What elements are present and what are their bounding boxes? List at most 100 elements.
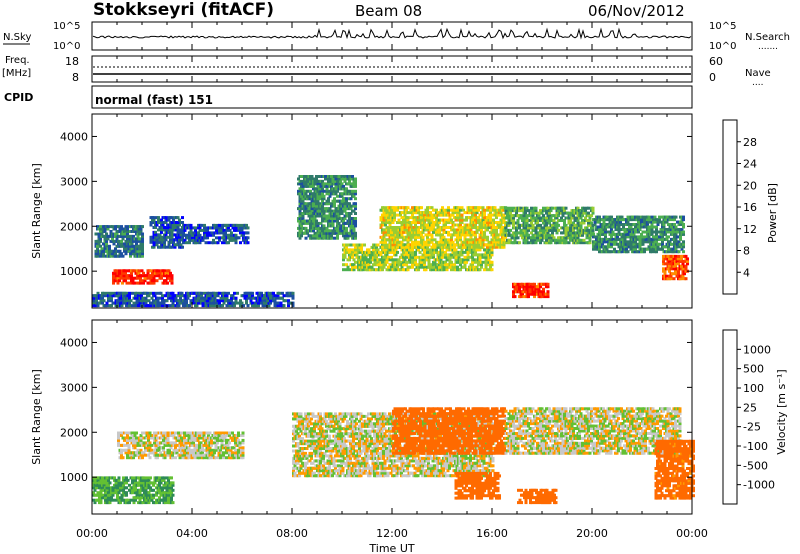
heat-cell [634,230,637,234]
heat-cell [315,177,318,181]
heat-cell [107,299,110,303]
heat-cell [441,263,444,267]
heat-cell [102,294,106,298]
heat-cell [433,228,437,232]
heat-cell [667,250,670,254]
heat-cell [126,237,129,241]
heat-cell [161,223,165,227]
heat-cell [483,208,486,212]
heat-cell [679,237,682,241]
heat-cell [673,242,676,246]
heat-cell [231,294,235,298]
heat-cell [388,213,392,217]
heat-cell [548,236,551,240]
heat-cell [169,228,172,232]
heat-cell [312,229,315,233]
heat-cell [438,240,441,244]
heat-cell [138,232,141,236]
heat-cell [170,299,173,303]
heat-cell [99,478,103,482]
heat-cell [97,234,101,238]
heat-cell [561,231,565,235]
heat-cell [171,301,175,305]
heat-cell [674,272,677,276]
heat-cell [638,237,642,241]
heat-cell [258,296,262,300]
heat-cell [613,247,616,251]
heat-cell [298,182,302,186]
heat-cell [617,225,621,229]
heat-cell [679,223,682,226]
heat-cell [483,268,486,272]
heat-cell [512,292,515,296]
power-heat-region-11 [662,254,689,281]
heat-cell [385,260,389,264]
heat-cell [186,296,190,300]
heat-cell [316,199,320,203]
heat-cell [414,223,417,227]
heat-cell [363,253,366,257]
heat-cell [312,224,315,228]
heat-cell [417,208,420,212]
heat-cell [303,231,306,235]
heat-cell [194,228,197,232]
heat-cell [134,486,137,490]
heat-cell [664,228,667,231]
heat-cell [379,263,383,267]
nsearch-label: N.Search [745,32,790,43]
heat-cell [170,230,174,234]
heat-cell [328,177,332,181]
heat-cell [400,211,404,215]
heat-cell [134,304,137,308]
heat-cell [104,491,107,495]
heat-cell [429,211,432,215]
heat-cell [354,231,357,235]
heat-cell [493,235,497,239]
heat-cell [298,209,302,213]
heat-cell [267,304,271,308]
heat-cell [333,175,336,178]
heat-cell [531,290,535,294]
heat-cell [110,304,113,308]
heat-cell [468,226,471,229]
heat-cell [536,233,539,237]
heat-cell [686,262,689,266]
heat-cell [502,213,506,217]
heat-cell [576,241,580,245]
heat-cell [655,232,658,236]
heat-cell [337,221,341,225]
heat-cell [330,236,333,240]
heat-cell [655,228,658,231]
heat-cell [572,228,575,232]
heat-cell [278,291,281,295]
heat-cell [539,209,542,213]
heat-cell [135,242,138,246]
heat-cell [179,294,182,298]
heat-cell [450,235,453,239]
heat-cell [354,189,357,193]
heat-cell [352,229,356,233]
heat-cell [653,220,657,224]
heat-cell [445,268,449,272]
heat-cell [178,240,181,244]
heat-cell [239,231,242,235]
heat-cell [454,211,458,215]
heat-cell [287,304,290,308]
heat-cell [637,215,640,219]
heat-cell [673,218,676,222]
heat-cell [587,211,590,215]
heat-cell [331,177,335,181]
heat-cell [675,274,679,278]
heat-cell [656,245,660,249]
nave-tick-top: 60 [709,55,723,68]
heat-cell [136,234,140,238]
heat-cell [396,213,399,217]
heat-cell [331,221,335,225]
heat-cell [573,219,577,222]
heat-cell [393,213,396,217]
heat-cell [105,291,109,295]
heat-cell [495,221,498,224]
heat-cell [313,236,317,240]
heat-cell [301,184,305,188]
heat-cell [222,296,226,300]
